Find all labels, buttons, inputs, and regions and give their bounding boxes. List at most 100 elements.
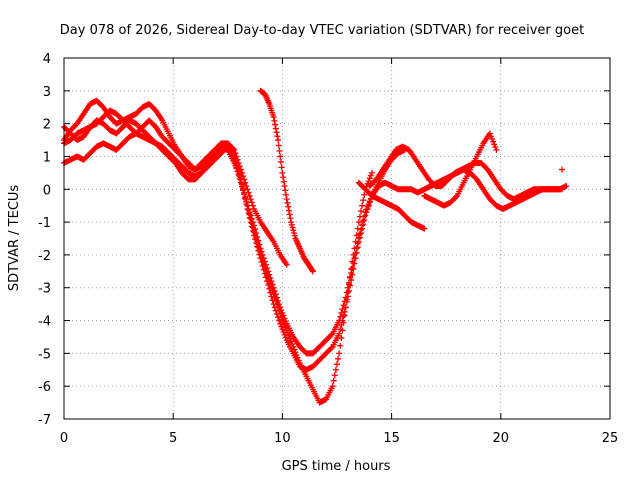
data-point <box>277 320 284 327</box>
data-point <box>273 310 280 317</box>
data-point <box>277 158 284 165</box>
data-point <box>346 279 353 286</box>
data-point <box>279 169 286 176</box>
data-point <box>275 137 282 144</box>
plot-area <box>61 87 570 406</box>
x-axis-label: GPS time / hours <box>282 459 391 474</box>
data-point <box>261 258 268 265</box>
data-point <box>363 206 370 213</box>
data-point <box>337 342 344 349</box>
data-point <box>243 198 250 205</box>
data-point <box>331 372 338 379</box>
x-tick-label: 20 <box>493 431 510 446</box>
data-point <box>365 201 372 208</box>
data-point <box>339 306 346 313</box>
data-point <box>271 288 278 295</box>
data-point <box>492 144 499 151</box>
data-point <box>336 317 343 324</box>
data-point <box>270 301 277 308</box>
y-tick-label: 3 <box>43 85 51 100</box>
data-point <box>358 226 365 233</box>
data-point <box>248 199 255 206</box>
data-point <box>347 274 354 281</box>
plot-frame <box>63 57 611 420</box>
data-point <box>249 202 256 209</box>
data-point <box>288 219 295 226</box>
data-point <box>261 270 268 277</box>
data-point <box>283 196 290 203</box>
data-point <box>253 230 260 237</box>
data-point <box>329 383 336 390</box>
data-point <box>271 117 278 124</box>
data-point <box>355 219 362 226</box>
data-point <box>334 361 340 368</box>
data-point <box>280 178 287 185</box>
data-point <box>351 255 358 262</box>
data-point <box>309 268 316 275</box>
y-tick-labels: -7 -6 -5 -4 -3 -2 -1 0 1 2 3 4 <box>38 52 51 428</box>
data-point <box>255 237 262 244</box>
data-point <box>341 298 348 305</box>
data-point <box>367 172 374 179</box>
data-point <box>309 267 316 274</box>
data-point <box>235 160 242 167</box>
data-point <box>276 301 283 308</box>
data-point <box>264 265 271 272</box>
data-point <box>336 350 343 357</box>
data-point <box>453 193 460 200</box>
data-point <box>366 198 373 205</box>
chart-title: Day 078 of 2026, Sidereal Day-to-day VTE… <box>60 23 584 38</box>
data-point <box>275 297 282 304</box>
data-point <box>266 271 273 278</box>
data-point <box>338 309 345 316</box>
y-tick-label: 4 <box>43 52 51 67</box>
data-point <box>232 150 239 157</box>
data-series-track-8 <box>421 130 500 209</box>
data-point <box>336 330 343 337</box>
data-point <box>337 326 344 333</box>
data-point <box>356 231 363 238</box>
data-point <box>234 156 241 163</box>
data-point <box>241 176 248 183</box>
data-point <box>421 225 428 232</box>
data-point <box>277 153 284 160</box>
data-point <box>275 314 282 321</box>
data-point <box>365 178 372 185</box>
data-point <box>271 304 278 311</box>
data-point <box>285 207 292 214</box>
data-point <box>270 114 277 121</box>
data-point <box>280 174 287 181</box>
data-point <box>236 163 243 170</box>
data-point <box>242 195 249 202</box>
data-point <box>276 317 283 324</box>
data-point <box>344 284 351 291</box>
data-point <box>241 191 248 198</box>
data-point <box>360 217 367 224</box>
data-point <box>335 355 342 362</box>
data-point <box>242 179 249 186</box>
data-point <box>563 182 570 189</box>
data-point <box>353 245 360 252</box>
data-point <box>359 222 366 229</box>
data-point <box>256 241 263 248</box>
x-tick-label: 0 <box>60 431 68 446</box>
x-tick-label: 15 <box>383 431 400 446</box>
data-point <box>268 278 275 285</box>
data-point <box>233 153 240 160</box>
y-tick-label: -1 <box>38 216 51 231</box>
data-point <box>285 332 292 339</box>
data-point <box>558 166 565 173</box>
data-point <box>237 166 244 173</box>
data-point <box>350 260 357 267</box>
data-point <box>258 248 265 255</box>
data-point <box>291 230 298 237</box>
data-point <box>278 323 285 330</box>
data-point <box>281 315 288 322</box>
data-point <box>349 265 356 272</box>
data-point <box>353 232 360 239</box>
data-series-track-5 <box>257 87 316 275</box>
data-point <box>265 268 272 275</box>
data-point <box>290 227 297 234</box>
data-point <box>340 302 347 309</box>
data-point <box>332 366 339 373</box>
